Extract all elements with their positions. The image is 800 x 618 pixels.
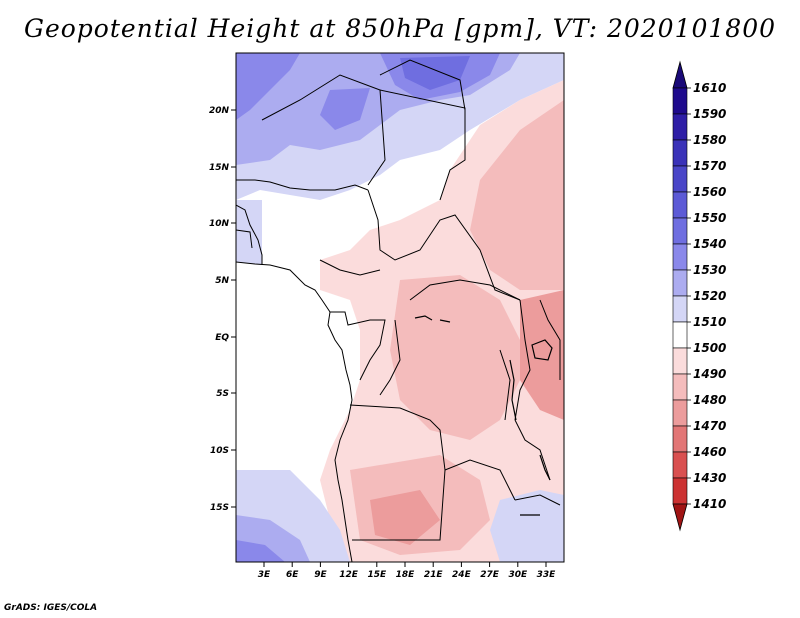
lon-label: 9E — [314, 570, 327, 580]
colorbar-segment — [672, 139, 688, 167]
colorbar-label: 1530 — [693, 263, 726, 277]
colorbar-segment — [672, 321, 688, 349]
colorbar-segment — [672, 191, 688, 219]
colorbar-label: 1550 — [693, 211, 726, 225]
colorbar-label: 1430 — [693, 471, 726, 485]
lat-label: 5S — [216, 389, 229, 399]
map-frame — [235, 52, 565, 563]
longitude-axis: 3E 6E 9E 12E 15E 18E 21E 24E 27E 30E 33E — [258, 562, 556, 580]
colorbar-segment — [672, 113, 688, 141]
colorbar-top-arrow — [672, 60, 688, 89]
colorbar-label: 1510 — [693, 315, 726, 329]
colorbar-segment — [672, 217, 688, 245]
colorbar-label: 1500 — [693, 341, 726, 355]
colorbar-label: 1580 — [693, 133, 726, 147]
lat-label: 10S — [210, 446, 229, 456]
colorbar-segment — [672, 165, 688, 193]
lat-label: 15S — [210, 503, 229, 513]
lon-label: 18E — [396, 570, 416, 580]
lat-label: 15N — [209, 163, 230, 173]
map-title: Geopotential Height at 850hPa [gpm], VT:… — [23, 14, 777, 43]
colorbar-segment — [672, 87, 688, 115]
colorbar-segment — [672, 243, 688, 271]
colorbar-label: 1520 — [693, 289, 726, 303]
colorbar-label: 1610 — [693, 81, 726, 95]
lon-label: 21E — [424, 570, 444, 580]
colorbar-segment — [672, 373, 688, 401]
colorbar-label: 1540 — [693, 237, 726, 251]
colorbar-label: 1460 — [693, 445, 726, 459]
height-field — [236, 53, 564, 562]
lon-label: 6E — [286, 570, 299, 580]
footer-credit: GrADS: IGES/COLA — [4, 603, 98, 613]
colorbar-label: 1590 — [693, 107, 726, 121]
lon-label: 27E — [480, 570, 500, 580]
lat-label: 10N — [209, 219, 230, 229]
lon-label: 3E — [258, 570, 271, 580]
lon-label: 15E — [367, 570, 387, 580]
colorbar-segment — [672, 269, 688, 297]
colorbar-label: 1570 — [693, 159, 726, 173]
colorbar-segment — [672, 399, 688, 427]
lon-label: 30E — [508, 570, 528, 580]
colorbar-segment — [672, 451, 688, 479]
lon-label: 24E — [452, 570, 472, 580]
colorbar-segment — [672, 347, 688, 375]
colorbar-label: 1560 — [693, 185, 726, 199]
lat-label: 20N — [209, 106, 230, 116]
colorbar-label: 1490 — [693, 367, 726, 381]
lakes — [414, 315, 553, 516]
colorbar-label: 1480 — [693, 393, 726, 407]
colorbar-bottom-arrow — [672, 503, 688, 532]
latitude-axis: 20N 15N 10N 5N EQ 5S 10S 15S — [209, 106, 236, 513]
colorbar-label: 1410 — [693, 497, 726, 511]
lat-label: 5N — [215, 276, 229, 286]
lon-label: 12E — [339, 570, 359, 580]
colorbar-segment — [672, 477, 688, 505]
colorbar-segment — [672, 425, 688, 453]
lat-label: EQ — [215, 333, 229, 343]
colorbar: 1610 1590 1580 1570 1560 1550 1540 1530 1520 1510… — [672, 60, 726, 532]
country-borders — [236, 59, 561, 562]
colorbar-segment — [672, 295, 688, 323]
colorbar-label: 1470 — [693, 419, 726, 433]
lon-label: 33E — [537, 570, 557, 580]
